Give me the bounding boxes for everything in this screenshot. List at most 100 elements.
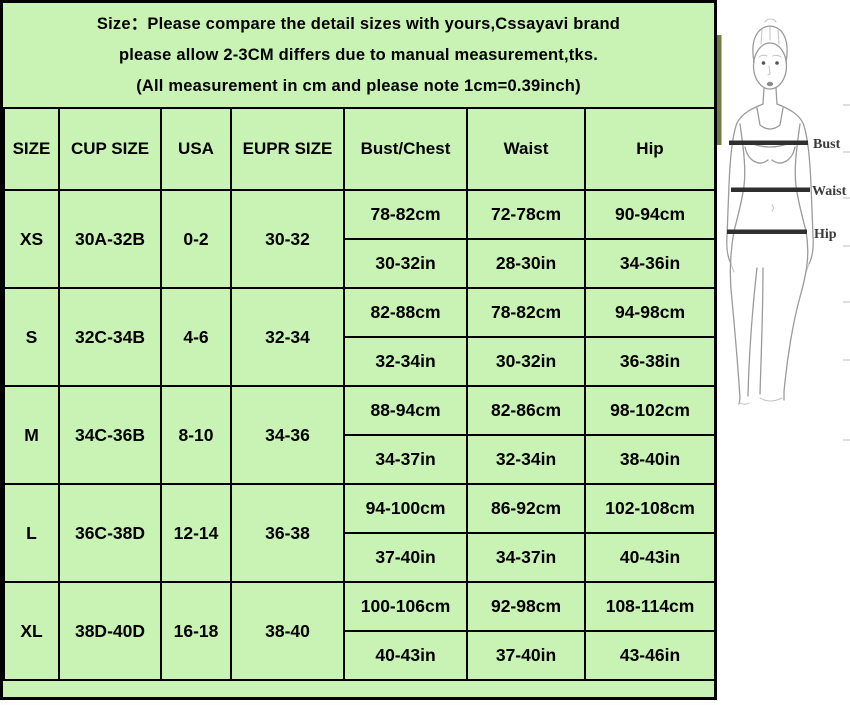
hip-line xyxy=(727,229,807,234)
cell-eupr-size: 36-38 xyxy=(230,483,345,583)
cell-hip-in: 43-46in xyxy=(584,630,714,681)
col-header-hip: Hip xyxy=(584,107,714,191)
cell-eupr-size: 38-40 xyxy=(230,581,345,681)
cell-usa: 16-18 xyxy=(160,581,232,681)
cell-waist-in: 37-40in xyxy=(466,630,586,681)
cell-bust-in: 30-32in xyxy=(343,238,468,289)
hip-label: Hip xyxy=(814,227,837,242)
cell-waist-cm: 86-92cm xyxy=(466,483,586,534)
cell-hip-cm: 94-98cm xyxy=(584,287,714,338)
cell-waist-cm: 78-82cm xyxy=(466,287,586,338)
cell-size: XL xyxy=(3,581,60,681)
col-header-usa: USA xyxy=(160,107,232,191)
cell-eupr-size: 30-32 xyxy=(230,189,345,289)
figure-legs-inner xyxy=(747,267,764,397)
cell-cup-size: 38D-40D xyxy=(58,581,162,681)
cell-usa: 0-2 xyxy=(160,189,232,289)
note-line-2: please allow 2-3CM differs due to manual… xyxy=(118,45,599,64)
cell-size: XS xyxy=(3,189,60,289)
cell-bust-cm: 88-94cm xyxy=(343,385,468,436)
figure-torso-right xyxy=(794,123,807,232)
size-chart-table: SIZE CUP SIZE USA EUPR SIZE Bust/Chest W… xyxy=(3,107,714,681)
cell-hip-in: 40-43in xyxy=(584,532,714,583)
figure-leg-left-outer xyxy=(729,230,741,405)
figure-arm-right xyxy=(776,103,814,265)
cell-bust-cm: 78-82cm xyxy=(343,189,468,240)
table-row: 32-34in 30-32in 36-38in xyxy=(4,336,714,387)
figure-hands xyxy=(730,263,810,273)
cell-waist-cm: 92-98cm xyxy=(466,581,586,632)
cell-cup-size: 32C-34B xyxy=(58,287,162,387)
col-header-eupr-size: EUPR SIZE xyxy=(230,107,345,191)
cell-hip-cm: 98-102cm xyxy=(584,385,714,436)
cell-cup-size: 34C-36B xyxy=(58,385,162,485)
waist-line xyxy=(731,187,810,192)
cell-waist-in: 32-34in xyxy=(466,434,586,485)
cell-hip-cm: 90-94cm xyxy=(584,189,714,240)
table-header-row: SIZE CUP SIZE USA EUPR SIZE Bust/Chest W… xyxy=(3,107,714,191)
size-notes: Size：Please compare the detail sizes wit… xyxy=(3,3,714,107)
cell-hip-cm: 108-114cm xyxy=(584,581,714,632)
note-line-1: Size：Please compare the detail sizes wit… xyxy=(96,14,621,33)
figure-torso-left xyxy=(733,123,746,232)
cell-hip-in: 36-38in xyxy=(584,336,714,387)
body-measurement-figure: Bust Waist Hip xyxy=(717,18,850,441)
figure-bra xyxy=(745,107,795,148)
accent-strip xyxy=(717,35,722,145)
figure-eye-left xyxy=(761,61,766,65)
figure-navel xyxy=(771,204,774,212)
col-header-size: SIZE xyxy=(3,107,60,191)
table-row: 30-32in 28-30in 34-36in xyxy=(4,238,714,289)
cell-hip-cm: 102-108cm xyxy=(584,483,714,534)
cell-bust-cm: 82-88cm xyxy=(343,287,468,338)
cell-usa: 8-10 xyxy=(160,385,232,485)
cell-size: L xyxy=(3,483,60,583)
cell-bust-in: 34-37in xyxy=(343,434,468,485)
table-row: 34-37in 32-34in 38-40in xyxy=(4,434,714,485)
cell-size: M xyxy=(3,385,60,485)
figure-hair xyxy=(752,25,788,63)
col-header-bust: Bust/Chest xyxy=(343,107,468,191)
cell-size: S xyxy=(3,287,60,387)
figure-mouth xyxy=(766,81,774,87)
cell-bust-in: 32-34in xyxy=(343,336,468,387)
cell-usa: 4-6 xyxy=(160,287,232,387)
table-row: L 36C-38D 12-14 36-38 94-100cm 86-92cm 1… xyxy=(3,483,714,583)
figure-hair-strands xyxy=(760,18,780,45)
cell-waist-in: 34-37in xyxy=(466,532,586,583)
cell-bust-cm: 94-100cm xyxy=(343,483,468,534)
cell-eupr-size: 32-34 xyxy=(230,287,345,387)
cell-waist-in: 28-30in xyxy=(466,238,586,289)
table-row: S 32C-34B 4-6 32-34 82-88cm 78-82cm 94-9… xyxy=(3,287,714,387)
waist-label: Waist xyxy=(812,184,847,199)
bust-line xyxy=(729,140,808,145)
cell-hip-in: 38-40in xyxy=(584,434,714,485)
bust-label: Bust xyxy=(813,137,841,152)
table-row: XS 30A-32B 0-2 30-32 78-82cm 72-78cm 90-… xyxy=(3,189,714,289)
cell-bust-in: 40-43in xyxy=(343,630,468,681)
figure-feet xyxy=(738,397,783,405)
figure-neck xyxy=(762,87,778,105)
figure-leg-right-outer xyxy=(783,230,809,401)
figure-eye-right xyxy=(775,61,779,65)
cell-hip-in: 34-36in xyxy=(584,238,714,289)
size-chart-panel: Size：Please compare the detail sizes wit… xyxy=(0,0,717,700)
cell-usa: 12-14 xyxy=(160,483,232,583)
woman-sketch xyxy=(726,18,814,405)
table-row: 37-40in 34-37in 40-43in xyxy=(4,532,714,583)
cell-bust-cm: 100-106cm xyxy=(343,581,468,632)
note-line-3: (All measurement in cm and please note 1… xyxy=(136,76,581,95)
table-row: XL 38D-40D 16-18 38-40 100-106cm 92-98cm… xyxy=(3,581,714,681)
cell-eupr-size: 34-36 xyxy=(230,385,345,485)
figure-face xyxy=(752,42,788,90)
col-header-waist: Waist xyxy=(466,107,586,191)
table-row: 40-43in 37-40in 43-46in xyxy=(4,630,714,681)
cell-waist-cm: 82-86cm xyxy=(466,385,586,436)
cell-cup-size: 36C-38D xyxy=(58,483,162,583)
table-row: M 34C-36B 8-10 34-36 88-94cm 82-86cm 98-… xyxy=(3,385,714,485)
figure-bust-curves xyxy=(744,146,796,164)
cell-waist-in: 30-32in xyxy=(466,336,586,387)
cell-cup-size: 30A-32B xyxy=(58,189,162,289)
col-header-cup-size: CUP SIZE xyxy=(58,107,162,191)
